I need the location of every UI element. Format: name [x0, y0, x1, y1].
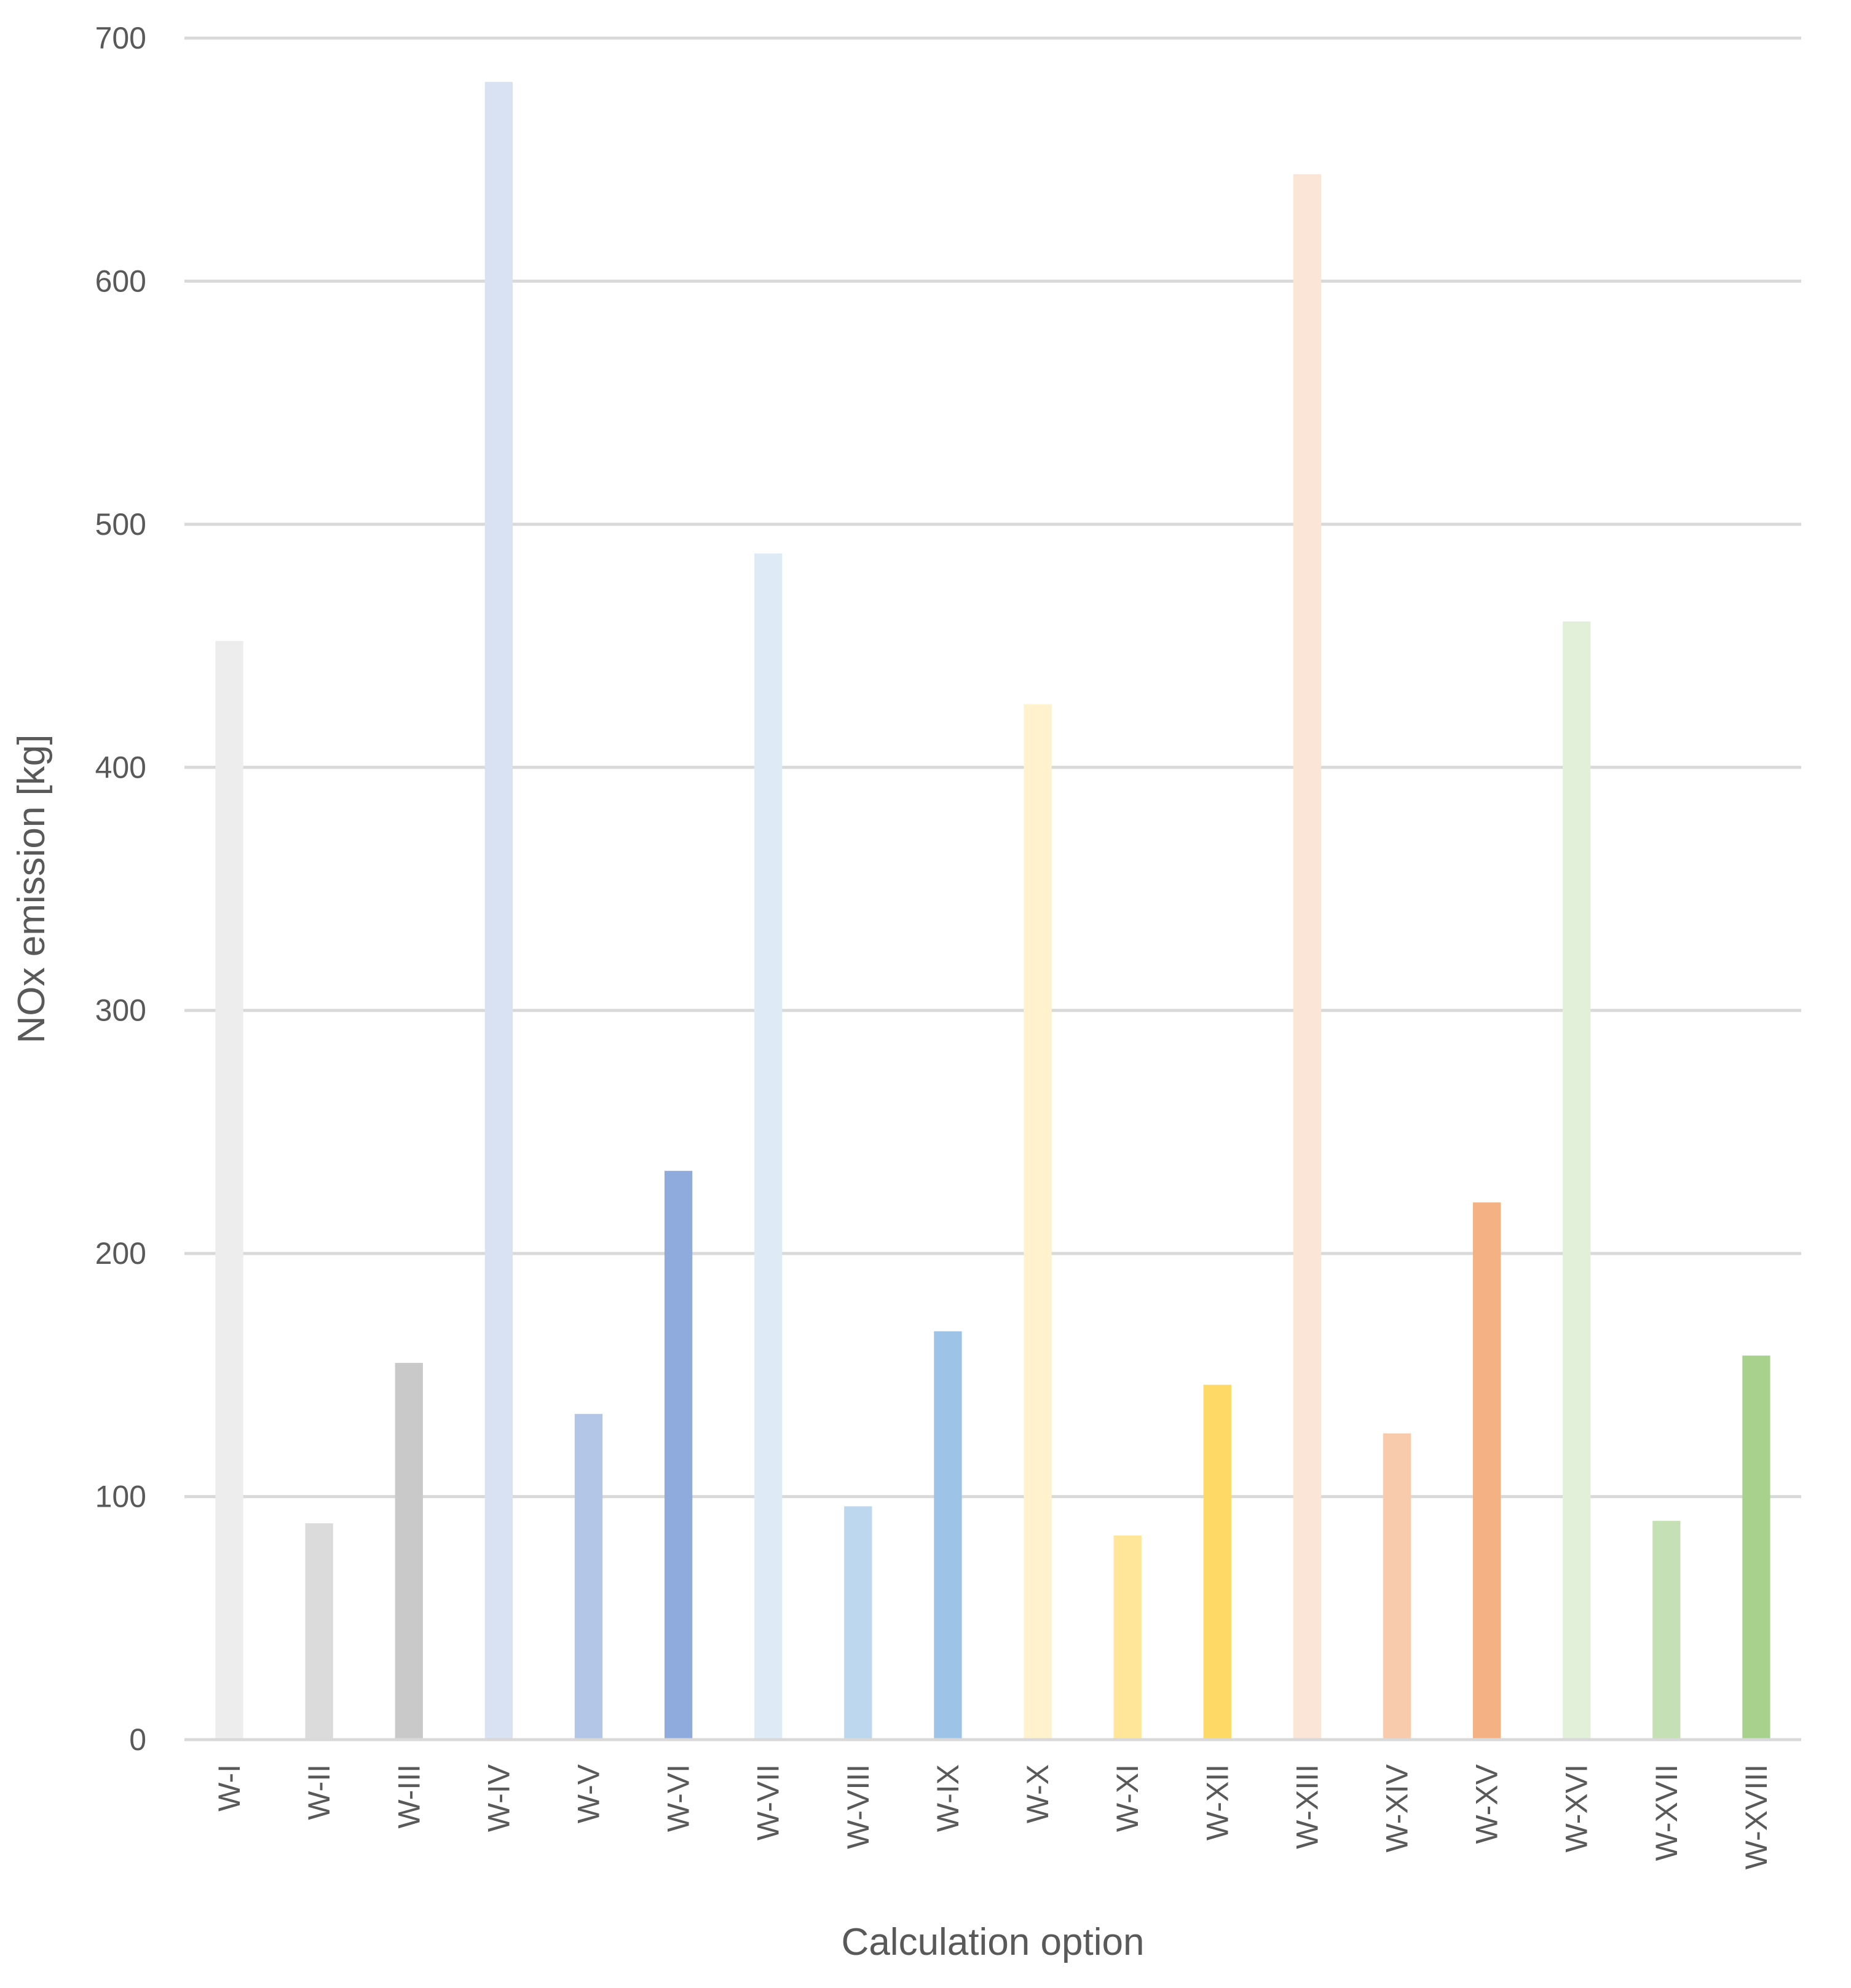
x-tick-label: W-XIII — [1290, 1764, 1324, 1849]
x-tick-label: W-VI — [661, 1764, 696, 1832]
x-tick-label: W-XV — [1470, 1764, 1504, 1844]
bar-w-i — [215, 641, 243, 1740]
bar-w-vi — [664, 1170, 693, 1740]
bar-w-vii — [754, 553, 783, 1740]
bar-w-xiii — [1293, 174, 1322, 1740]
y-axis-title: NOx emission [kg] — [10, 734, 53, 1043]
x-tick-label: W-XVI — [1560, 1764, 1594, 1853]
x-tick-label: W-XI — [1110, 1764, 1145, 1832]
y-axis-tick-labels: 0 100 200 300 400 500 600 700 — [95, 21, 146, 1757]
x-tick-label: W-I — [212, 1764, 247, 1812]
x-tick-label: W-IV — [481, 1764, 516, 1832]
x-axis-tick-labels: W-I W-II W-III W-IV W-V W-VI W-VII W-VIII W-IX W-… — [212, 1764, 1774, 1869]
y-tick-label: 500 — [95, 507, 146, 542]
bar-w-ix — [934, 1331, 962, 1740]
x-tick-label: W-XVIII — [1739, 1764, 1774, 1869]
x-axis-title: Calculation option — [842, 1921, 1145, 1963]
bar-w-v — [574, 1414, 603, 1740]
x-tick-label: W-V — [572, 1764, 606, 1823]
bar-w-x — [1024, 704, 1052, 1740]
bar-w-xviii — [1742, 1355, 1770, 1740]
x-tick-label: W-XII — [1200, 1764, 1234, 1840]
x-tick-label: W-X — [1020, 1764, 1055, 1823]
x-tick-label: W-VII — [751, 1764, 786, 1840]
y-tick-label: 0 — [129, 1722, 146, 1757]
gridlines — [184, 36, 1801, 1499]
bar-w-xi — [1113, 1535, 1142, 1740]
x-tick-label: W-IX — [931, 1764, 965, 1832]
x-tick-label: W-VIII — [841, 1764, 875, 1849]
bar-w-ii — [305, 1523, 333, 1740]
bar-w-iv — [484, 82, 513, 1740]
y-tick-label: 400 — [95, 750, 146, 784]
bar-w-xvi — [1563, 621, 1591, 1740]
x-tick-label: W-II — [302, 1764, 336, 1820]
y-tick-label: 300 — [95, 993, 146, 1028]
y-tick-label: 200 — [95, 1236, 146, 1271]
bar-w-iii — [395, 1363, 423, 1740]
y-tick-label: 600 — [95, 264, 146, 298]
bar-w-xvii — [1652, 1521, 1681, 1740]
x-tick-label: W-XIV — [1380, 1764, 1415, 1852]
bar-w-xii — [1203, 1384, 1231, 1740]
bar-w-xv — [1472, 1202, 1501, 1740]
x-tick-label: W-III — [392, 1764, 426, 1829]
bars — [215, 82, 1770, 1740]
bar-w-viii — [844, 1506, 872, 1740]
y-tick-label: 700 — [95, 21, 146, 55]
y-tick-label: 100 — [95, 1480, 146, 1514]
bar-w-xiv — [1383, 1433, 1411, 1740]
x-tick-label: W-XVII — [1649, 1764, 1684, 1861]
